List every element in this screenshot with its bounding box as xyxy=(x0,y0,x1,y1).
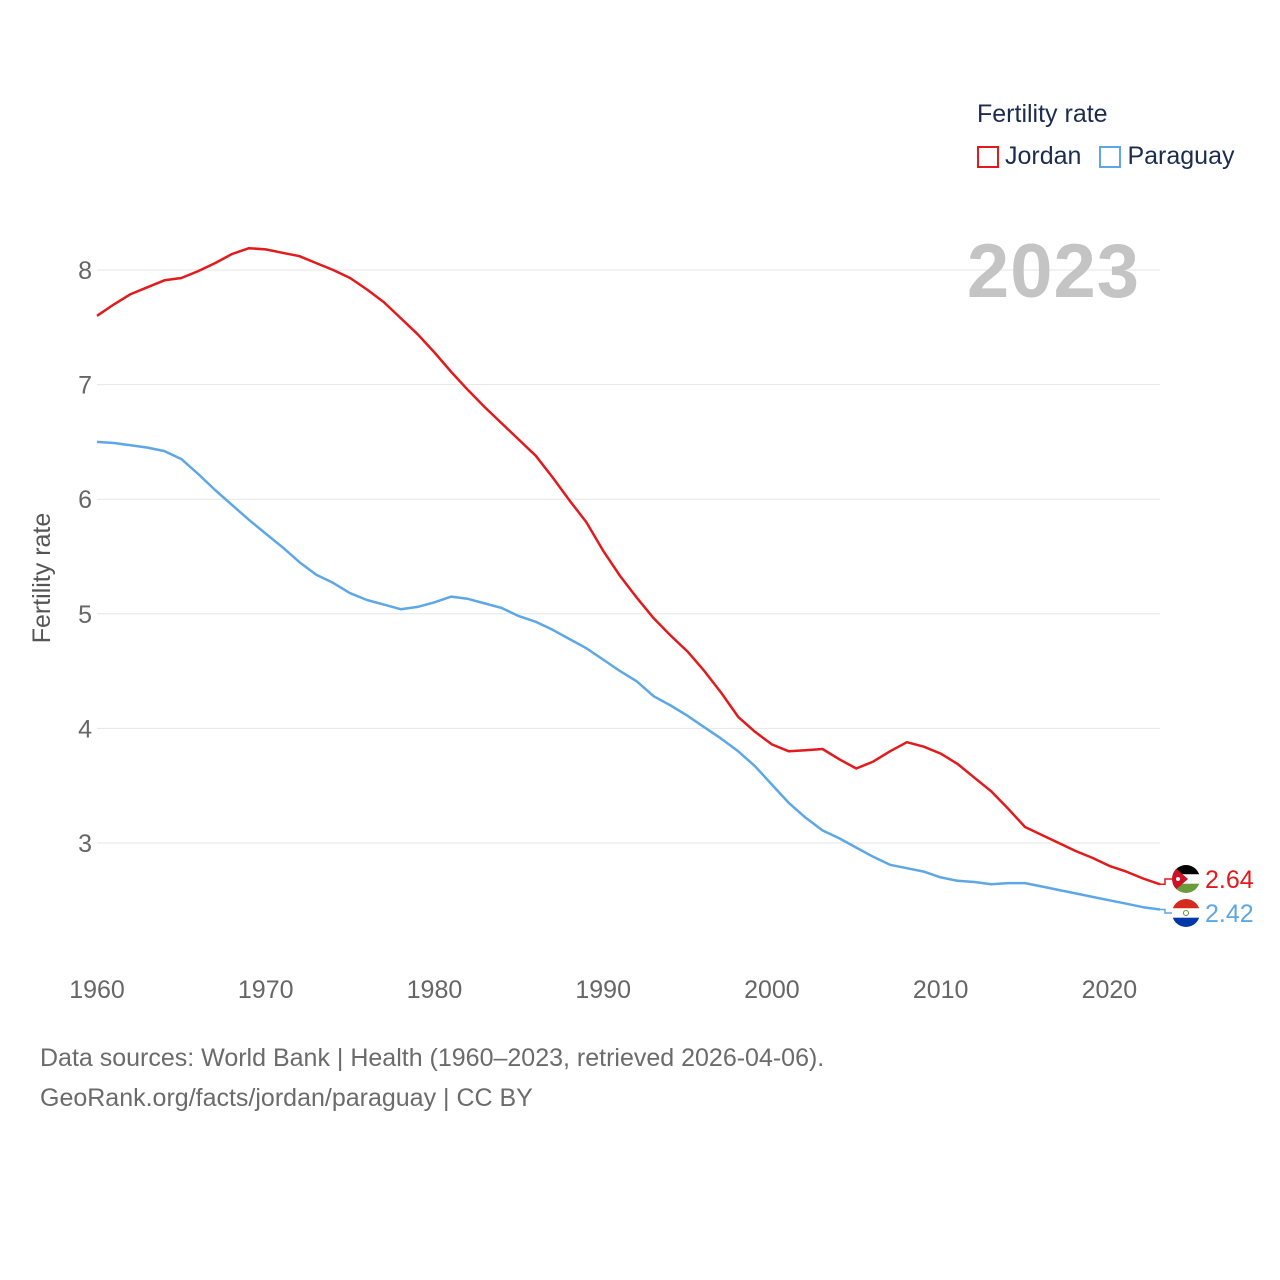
y-axis-label: Fertility rate xyxy=(28,513,56,644)
y-tick-label: 4 xyxy=(78,715,92,743)
end-value-label-jordan: 2.64 xyxy=(1205,866,1254,894)
footer-source: Data sources: World Bank | Health (1960–… xyxy=(40,1044,825,1072)
x-tick-label: 1970 xyxy=(238,976,294,1004)
end-markers: 2.64 2.42 xyxy=(1160,865,1254,928)
x-tick-label: 1980 xyxy=(407,976,463,1004)
legend: Jordan Paraguay xyxy=(977,142,1252,171)
year-display: 2023 xyxy=(966,229,1140,314)
flag-paraguay-icon xyxy=(1172,899,1200,927)
series-lines xyxy=(96,246,1161,911)
y-tick-label: 5 xyxy=(78,601,92,629)
footer-link[interactable]: GeoRank.org/facts/jordan/paraguay | CC B… xyxy=(40,1084,533,1112)
end-connector-paraguay xyxy=(1160,908,1172,914)
y-tick-label: 8 xyxy=(78,257,92,285)
y-tick-label: 6 xyxy=(78,486,92,514)
legend-label-paraguay: Paraguay xyxy=(1127,142,1235,170)
x-tick-label: 2000 xyxy=(744,976,800,1004)
gridlines xyxy=(97,269,1160,844)
x-tick-label: 2010 xyxy=(913,976,969,1004)
flag-jordan-icon xyxy=(1172,865,1200,893)
legend-swatch-jordan xyxy=(977,145,999,168)
legend-label-jordan: Jordan xyxy=(1005,142,1082,170)
y-tick-label: 3 xyxy=(78,830,92,858)
end-value-label-paraguay: 2.42 xyxy=(1205,900,1254,928)
y-tick-labels: 3 4 5 6 7 8 xyxy=(78,257,92,858)
series-line-jordan xyxy=(96,246,1161,886)
x-tick-labels: 1960 1970 1980 1990 2000 2010 2020 xyxy=(69,976,1137,1004)
legend-title: Fertility rate xyxy=(977,100,1108,128)
x-tick-label: 1990 xyxy=(575,976,631,1004)
legend-swatch-paraguay xyxy=(1099,145,1122,168)
end-connector-jordan xyxy=(1160,878,1172,886)
legend-item-jordan[interactable]: Jordan xyxy=(977,142,1081,171)
x-tick-label: 1960 xyxy=(69,976,125,1004)
y-tick-label: 7 xyxy=(78,372,92,400)
series-line-paraguay xyxy=(96,440,1161,911)
x-tick-label: 2020 xyxy=(1082,976,1138,1004)
legend-item-paraguay[interactable]: Paraguay xyxy=(1099,142,1234,171)
